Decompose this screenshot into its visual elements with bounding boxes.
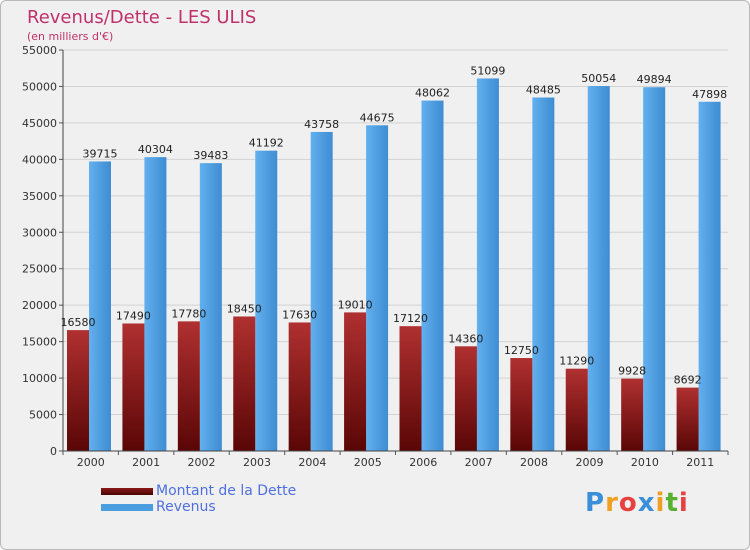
x-tick-label: 2011 — [686, 456, 714, 469]
data-label-revenus: 40304 — [138, 143, 173, 156]
bar-revenus — [310, 131, 333, 451]
y-tick-label: 10000 — [22, 372, 57, 385]
x-tick-label: 2005 — [354, 456, 382, 469]
bar-revenus — [366, 125, 389, 452]
y-tick-label: 35000 — [22, 190, 57, 203]
bar-revenus — [532, 97, 555, 451]
bar-revenus — [698, 101, 721, 452]
y-tick-label: 5000 — [29, 409, 57, 422]
x-tick-label: 2008 — [520, 456, 548, 469]
x-tick-label: 2001 — [132, 456, 160, 469]
data-label-dette: 14360 — [448, 332, 483, 345]
logo-letter: i — [678, 488, 689, 518]
bar-dette — [233, 316, 256, 451]
y-tick-label: 15000 — [22, 336, 57, 349]
chart-subtitle: (en milliers d'€) — [27, 30, 114, 43]
data-label-revenus: 44675 — [360, 111, 395, 124]
bar-revenus — [144, 157, 167, 451]
data-label-dette: 16580 — [61, 316, 96, 329]
logo-letter: P — [585, 488, 606, 518]
data-label-revenus: 51099 — [470, 64, 505, 77]
y-tick-label: 55000 — [22, 44, 57, 57]
legend-swatch-dette — [101, 488, 153, 495]
bar-dette — [454, 346, 477, 451]
bar-revenus — [476, 78, 499, 451]
x-tick-label: 2006 — [409, 456, 437, 469]
x-tick-label: 2009 — [575, 456, 603, 469]
x-tick-label: 2003 — [243, 456, 271, 469]
logo-letter: o — [618, 488, 638, 518]
grid-layer — [63, 49, 728, 452]
bar-dette — [621, 378, 644, 451]
y-tick-label: 40000 — [22, 153, 57, 166]
legend-label-dette: Montant de la Dette — [156, 483, 297, 499]
data-label-dette: 11290 — [559, 355, 594, 368]
y-tick-label: 45000 — [22, 117, 57, 130]
data-label-revenus: 50054 — [581, 72, 616, 85]
bar-revenus — [199, 163, 222, 451]
legend-label-revenus: Revenus — [156, 499, 216, 515]
data-label-dette: 8692 — [674, 374, 702, 387]
chart-title: Revenus/Dette - LES ULIS — [27, 7, 257, 28]
y-tick-label: 20000 — [22, 299, 57, 312]
data-label-revenus: 39715 — [83, 147, 118, 160]
data-label-dette: 17780 — [171, 307, 206, 320]
bar-revenus — [255, 150, 278, 452]
axis-layer: 0 5000 10000 15000 20000 25000 30000 35000 40000… — [22, 44, 729, 469]
logo-letter: t — [665, 488, 679, 518]
data-label-dette: 19010 — [338, 298, 373, 311]
bar-dette — [399, 326, 422, 451]
bar-dette — [676, 387, 699, 451]
x-tick-label: 2000 — [77, 456, 105, 469]
y-tick-label: 30000 — [22, 226, 57, 239]
data-label-dette: 17120 — [393, 312, 428, 325]
data-label-dette: 12750 — [504, 344, 539, 357]
data-label-revenus: 49894 — [637, 73, 672, 86]
data-label-revenus: 41192 — [249, 137, 284, 150]
data-label-revenus: 48062 — [415, 87, 450, 100]
data-label-revenus: 39483 — [193, 149, 228, 162]
logo-letter: i — [655, 488, 666, 518]
x-tick-label: 2002 — [188, 456, 216, 469]
data-label-dette: 9928 — [618, 365, 646, 378]
data-label-dette: 18450 — [227, 302, 262, 315]
bar-dette — [288, 322, 311, 451]
data-label-revenus: 43758 — [304, 118, 339, 131]
bar-revenus — [643, 87, 666, 451]
logo-letter: x — [637, 488, 656, 518]
bar-dette — [177, 321, 200, 451]
bar-revenus — [89, 161, 111, 452]
proxiti-logo: Proxiti — [585, 488, 689, 518]
bar-revenus — [587, 86, 610, 451]
bar-dette — [565, 368, 588, 451]
bar-revenus — [421, 100, 444, 452]
x-tick-label: 2004 — [298, 456, 326, 469]
x-tick-label: 2007 — [465, 456, 493, 469]
legend-swatch-revenus — [101, 504, 153, 511]
bars-layer — [67, 78, 721, 452]
bar-dette — [510, 358, 533, 451]
y-tick-label: 25000 — [22, 263, 57, 276]
bar-dette — [122, 323, 145, 451]
data-label-revenus: 48485 — [526, 84, 561, 97]
data-label-dette: 17490 — [116, 309, 151, 322]
data-label-dette: 17630 — [282, 308, 317, 321]
x-tick-label: 2010 — [631, 456, 659, 469]
bar-dette — [67, 330, 89, 451]
bar-dette — [344, 312, 367, 451]
y-tick-label: 0 — [50, 445, 57, 458]
logo-letter: r — [605, 488, 619, 518]
data-label-revenus: 47898 — [692, 88, 727, 101]
y-tick-label: 50000 — [22, 80, 57, 93]
